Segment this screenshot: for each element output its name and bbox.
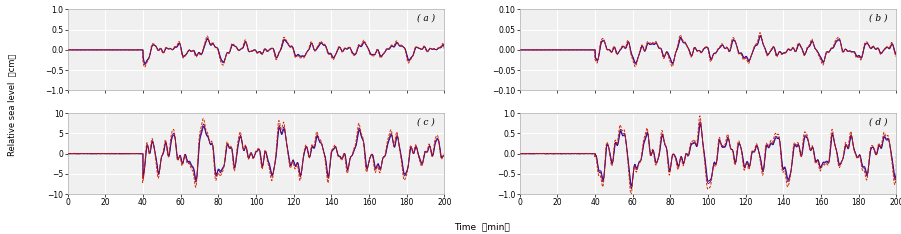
Text: ( a ): ( a ) [417,13,435,22]
Text: Relative sea level  （cm）: Relative sea level （cm） [7,54,16,157]
Text: ( b ): ( b ) [869,13,887,22]
Text: ( d ): ( d ) [869,117,887,126]
Text: Time  （min）: Time （min） [454,223,510,232]
Text: ( c ): ( c ) [417,117,435,126]
